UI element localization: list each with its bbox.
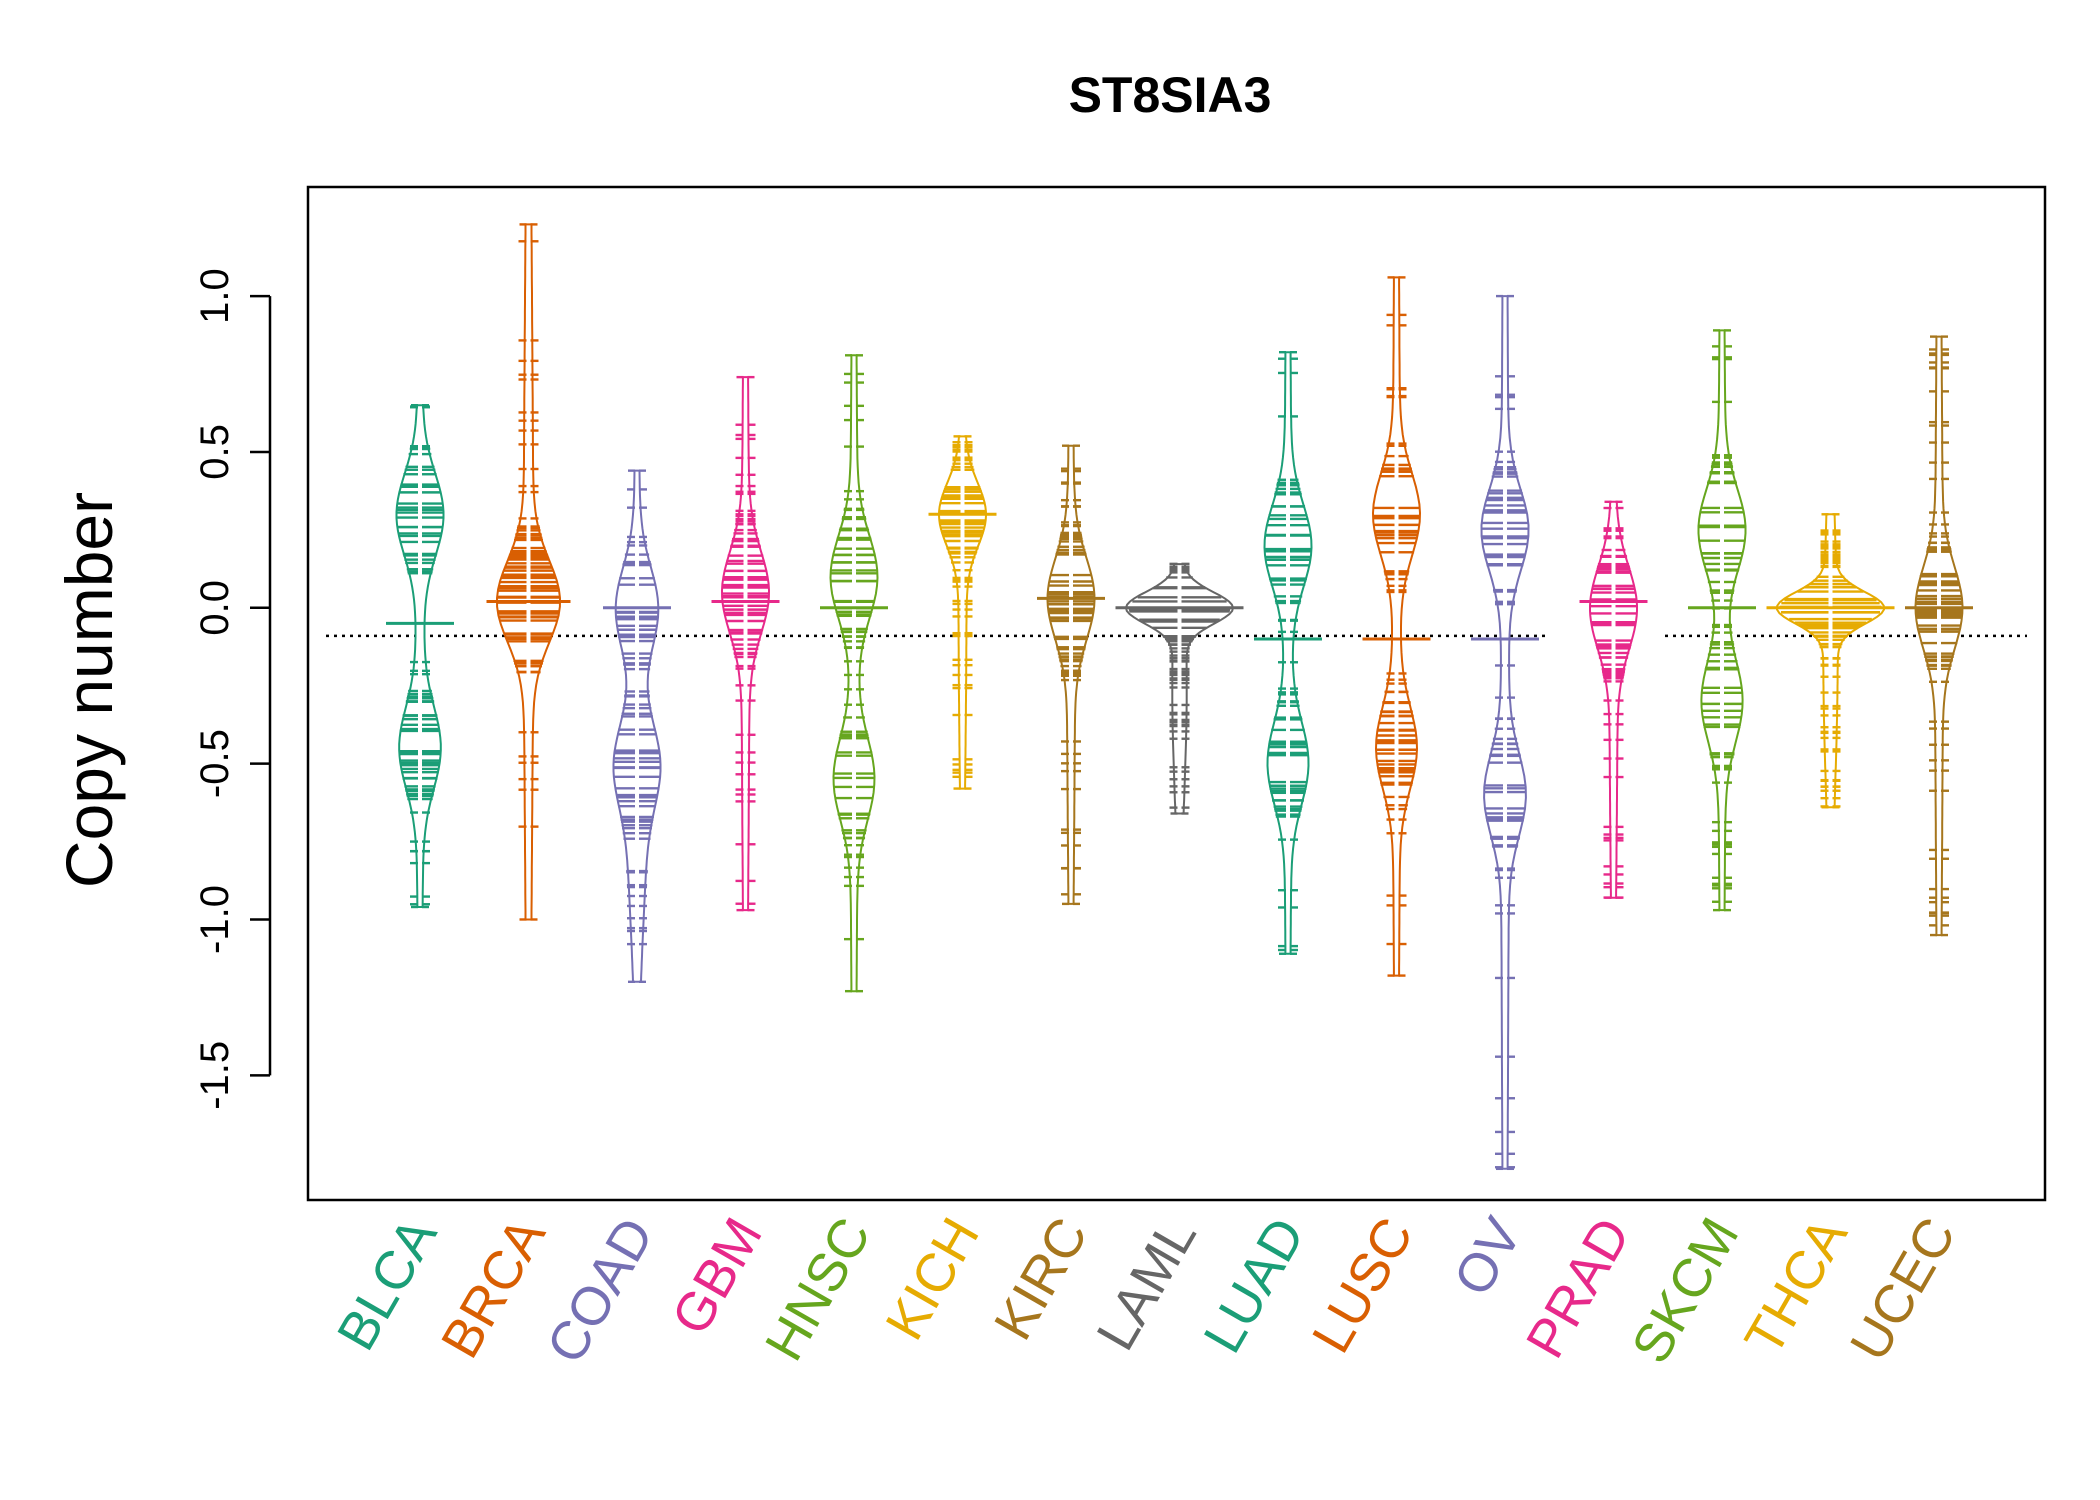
bean-prad (1579, 500, 1648, 899)
chart-title: ST8SIA3 (1069, 67, 1272, 123)
bean-density-blca (395, 404, 445, 908)
bean-ov (1471, 294, 1539, 1171)
x-tick-label-luad: LUAD (1192, 1208, 1316, 1363)
bean-coad (603, 469, 671, 984)
x-tick-label-lusc: LUSC (1301, 1208, 1425, 1363)
bean-lusc (1362, 276, 1431, 977)
x-tick-label-hnsc: HNSC (754, 1208, 882, 1371)
bean-density-hnsc (829, 354, 879, 993)
x-tick-label-kich: KICH (874, 1208, 990, 1350)
x-tick-label-ucec: UCEC (1839, 1208, 1967, 1371)
x-tick-label-coad: COAD (535, 1208, 665, 1373)
bean-hnsc (820, 354, 888, 993)
y-tick-label: -0.5 (193, 729, 237, 798)
bean-density-brca (495, 223, 562, 921)
bean-luad (1254, 350, 1322, 955)
bean-density-prad (1589, 500, 1638, 899)
y-tick-label: -1.5 (193, 1041, 237, 1110)
bean-gbm (711, 375, 780, 912)
bean-ucec (1905, 335, 1973, 937)
y-axis-label: Copy number (52, 492, 126, 888)
bean-blca (386, 403, 454, 909)
bean-density-lusc (1371, 276, 1422, 977)
y-tick-label: 0.0 (193, 580, 237, 636)
y-tick-label: -1.0 (193, 885, 237, 954)
y-tick-label: 1.0 (193, 268, 237, 324)
plot-area (326, 223, 2027, 1171)
x-tick-label-skcm: SKCM (1620, 1208, 1750, 1373)
x-tick-label-laml: LAML (1085, 1208, 1208, 1360)
bean-kirc (1037, 444, 1105, 906)
bean-laml (1115, 562, 1244, 815)
bean-skcm (1688, 329, 1756, 912)
bean-density-luad (1263, 351, 1313, 955)
bean-thca (1766, 513, 1895, 809)
x-tick-label-ov: OV (1442, 1208, 1533, 1306)
y-axis: 1.0 0.5 0.0 -0.5 -1.0 -1.5 (193, 268, 272, 1110)
bean-density-ov (1480, 295, 1530, 1170)
x-tick-label-kirc: KIRC (983, 1208, 1099, 1350)
x-tick-label-gbm: GBM (660, 1208, 773, 1345)
plot-frame (306, 185, 2047, 1202)
bean-density-ucec (1914, 335, 1964, 937)
bean-brca (486, 223, 571, 921)
y-tick-label: 0.5 (193, 424, 237, 480)
bean-density-gbm (720, 376, 771, 912)
bean-density-kirc (1046, 444, 1096, 905)
bean-density-thca (1775, 513, 1886, 809)
bean-density-coad (612, 469, 662, 983)
bean-density-skcm (1697, 329, 1747, 912)
bean-kich (928, 435, 997, 790)
